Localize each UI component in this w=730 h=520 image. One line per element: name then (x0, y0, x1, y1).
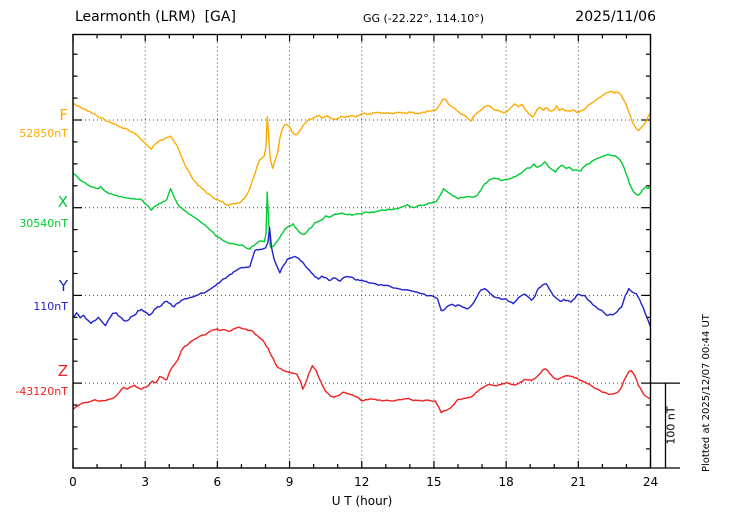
x-axis-label: U T (hour) (331, 494, 393, 508)
series-baseline-value-f: 52850nT (19, 127, 68, 140)
x-tick-label: 18 (498, 475, 514, 489)
plot-border (72, 33, 652, 469)
plotted-timestamp: Plotted at 2025/12/07 00:44 UT (701, 314, 712, 472)
series-label-z: Z (57, 362, 68, 380)
x-tick-label: 3 (141, 475, 149, 489)
series-baseline-value-z: -43120nT (15, 385, 68, 398)
series-F-line (73, 90, 651, 207)
series-Z-line (73, 326, 651, 414)
x-tick-label: 24 (642, 475, 659, 489)
series-label-y: Y (58, 277, 68, 295)
series-label-x: X (57, 193, 68, 211)
date-label: 2025/11/06 (575, 9, 656, 25)
series-X-line (73, 153, 651, 250)
x-tick-label: 12 (354, 475, 370, 489)
x-tick-label: 9 (285, 475, 294, 489)
station-title: Learmonth (LRM) [GA] (75, 9, 236, 25)
series-label-f: F (59, 106, 68, 124)
series-baseline-value-x: 30540nT (19, 217, 68, 230)
geographic-coordinates: GG (-22.22°, 114.10°) (363, 12, 485, 25)
x-tick-label: 6 (213, 475, 222, 489)
series-Y-line (73, 226, 651, 328)
x-tick-label: 15 (426, 475, 442, 489)
scale-bar-label: 100 nT (664, 406, 678, 445)
series-baseline-value-y: 110nT (33, 300, 68, 313)
x-tick-label: 21 (570, 475, 586, 489)
x-tick-label: 0 (69, 475, 77, 489)
